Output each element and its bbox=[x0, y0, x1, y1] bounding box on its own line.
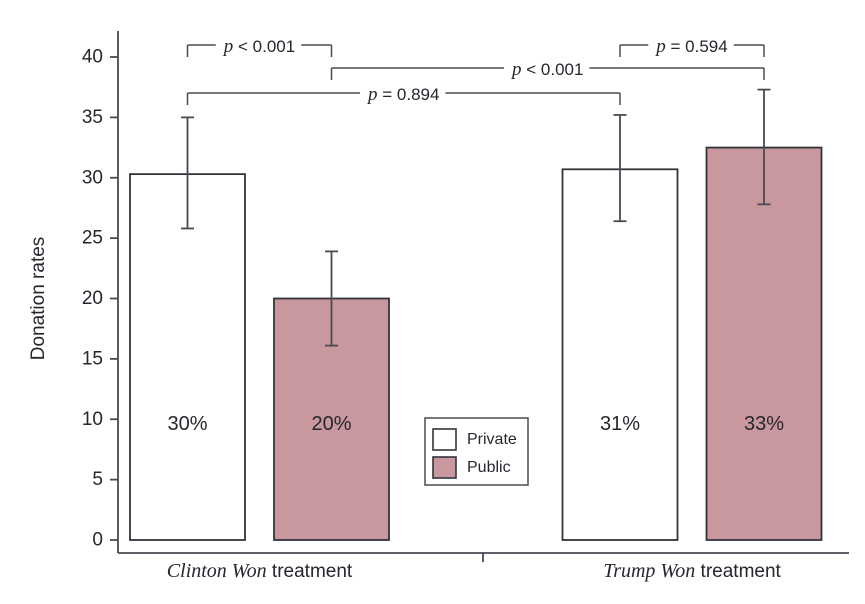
error-bar-trump-private bbox=[613, 114, 627, 223]
significance-bracket-3: p = 0.894 bbox=[186, 84, 621, 105]
bar-trump-private bbox=[561, 168, 679, 541]
significance-bracket-1: p = 0.594 bbox=[619, 36, 765, 57]
x-group-label-trump: Trump Won treatment bbox=[603, 560, 781, 582]
y-tick-label: 30 bbox=[82, 167, 103, 188]
p-value-label: p < 0.001 bbox=[510, 59, 583, 80]
y-tick-label: 10 bbox=[82, 409, 103, 430]
y-tick-label: 0 bbox=[92, 530, 103, 551]
bar-group-trump: Trump Won treatment 31% 33% bbox=[561, 88, 823, 582]
bar-clinton-private bbox=[129, 173, 246, 541]
p-value-label: p = 0.594 bbox=[654, 36, 727, 57]
bar-group-clinton: Clinton Won treatment 30% 20% bbox=[129, 116, 390, 582]
y-axis-title: Donation rates bbox=[28, 237, 49, 361]
y-tick-label: 5 bbox=[92, 469, 103, 490]
error-bar-clinton-public bbox=[325, 250, 338, 347]
bar-trump-public bbox=[705, 146, 823, 541]
legend-swatch-public bbox=[432, 456, 457, 479]
legend-label-public: Public bbox=[467, 459, 511, 476]
error-bar-clinton-private bbox=[181, 116, 194, 230]
y-tick-label: 20 bbox=[82, 288, 103, 309]
x-group-label-clinton: Clinton Won treatment bbox=[167, 560, 353, 582]
y-tick-label: 25 bbox=[82, 228, 103, 249]
bar-value-label-clinton-public: 20% bbox=[311, 413, 351, 435]
bar-value-label-trump-private: 31% bbox=[600, 413, 640, 435]
p-value-label: p = 0.894 bbox=[366, 84, 439, 105]
p-value-label: p < 0.001 bbox=[222, 36, 295, 57]
legend: Private Public bbox=[424, 417, 529, 486]
legend-swatch-private bbox=[432, 428, 457, 451]
legend-label-private: Private bbox=[467, 431, 517, 448]
error-bar-trump-public bbox=[757, 88, 771, 206]
bar-value-label-trump-public: 33% bbox=[744, 413, 784, 435]
bar-value-label-clinton-private: 30% bbox=[167, 413, 207, 435]
y-tick-label: 40 bbox=[82, 47, 103, 68]
y-tick-label: 35 bbox=[82, 107, 103, 128]
y-tick-label: 15 bbox=[82, 348, 103, 369]
significance-bracket-2: p < 0.001 bbox=[330, 59, 765, 80]
significance-bracket-0: p < 0.001 bbox=[186, 36, 333, 57]
